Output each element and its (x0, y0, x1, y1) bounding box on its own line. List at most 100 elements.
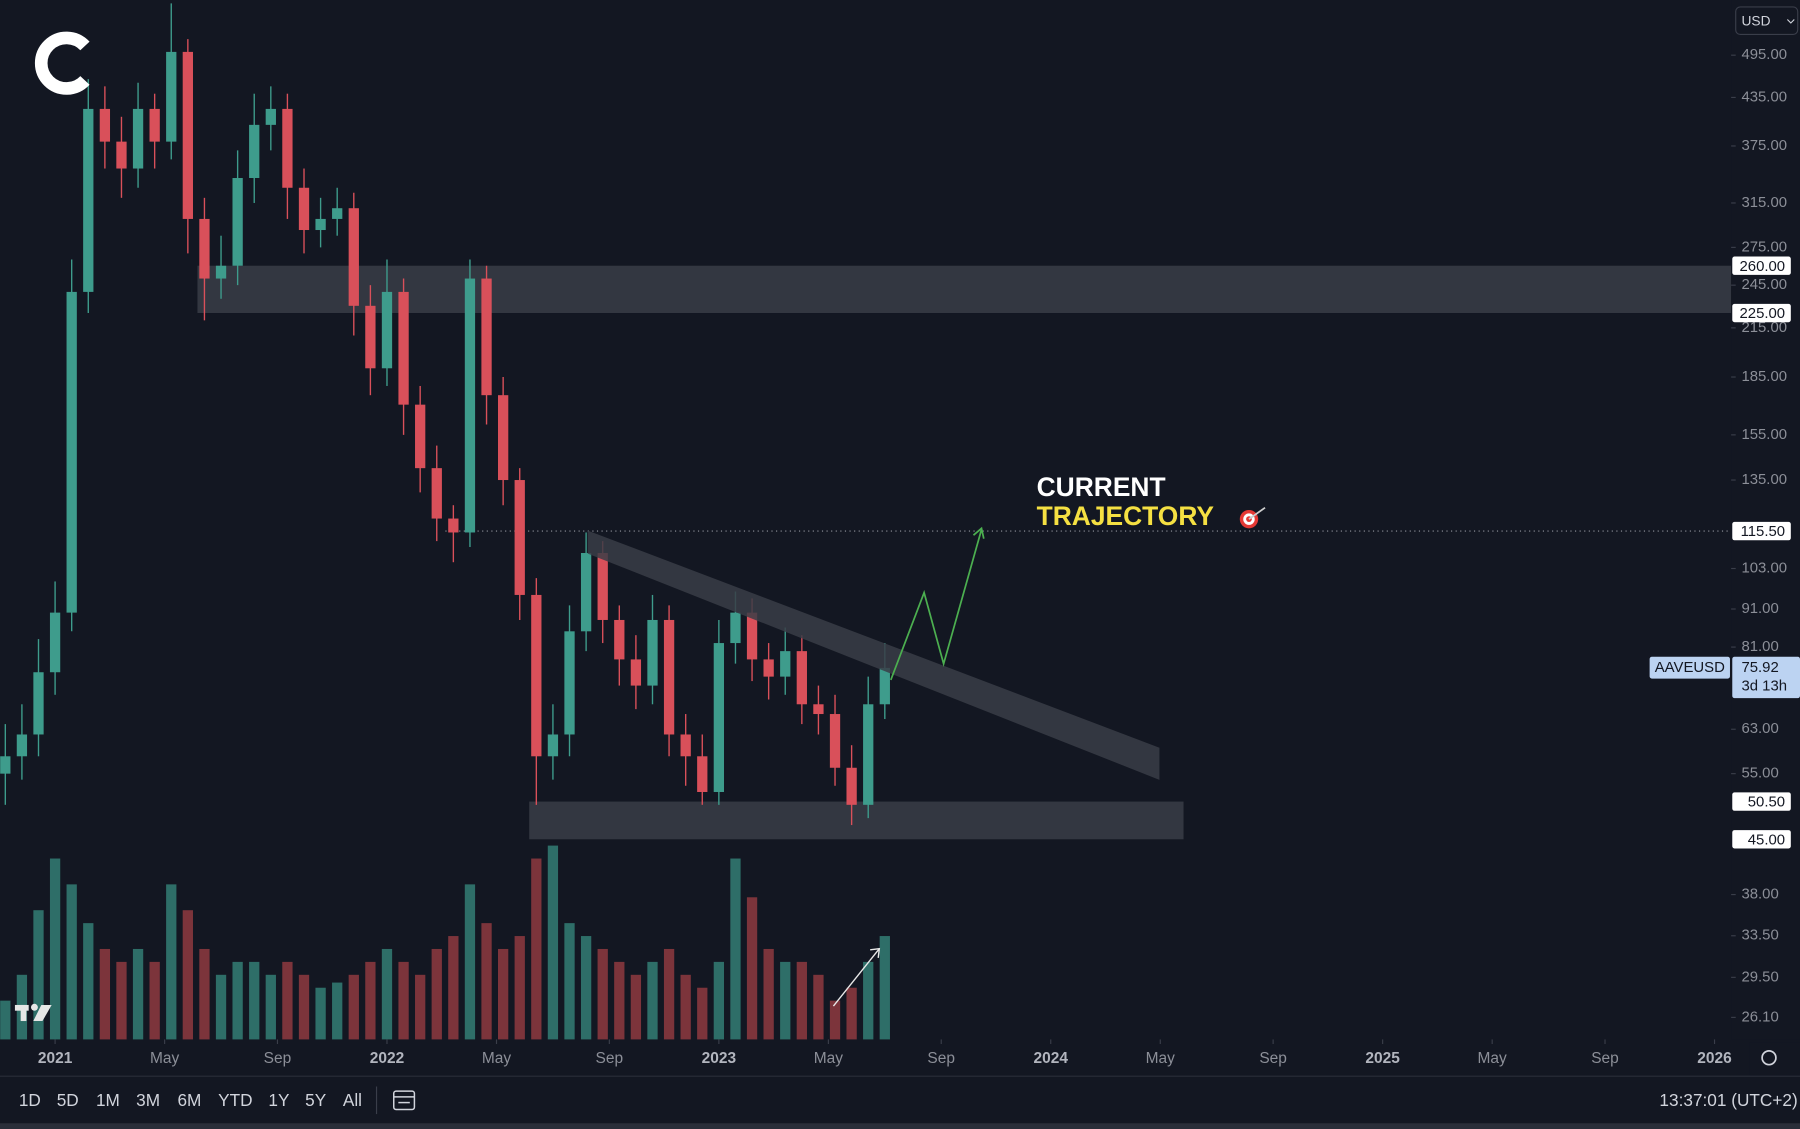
candle-body (829, 714, 841, 768)
volume-bar (99, 948, 111, 1040)
x-tick-label: Sep (927, 1050, 955, 1067)
candle-body (33, 672, 44, 735)
candle-body (99, 108, 111, 142)
volume-bar (531, 858, 542, 1040)
y-tick-label: 55.00 (1741, 765, 1778, 782)
candle-body (232, 178, 243, 266)
volume-arrow (832, 948, 880, 1007)
date-range-icon[interactable] (393, 1090, 416, 1111)
volume-bar (415, 974, 426, 1040)
x-tick-label: 2021 (38, 1050, 73, 1067)
y-tick-label: 215.00 (1741, 319, 1787, 336)
volume-bar (448, 936, 459, 1040)
volume-bar (182, 910, 193, 1040)
x-tick-label: Sep (1591, 1050, 1619, 1067)
candle-body (0, 756, 11, 774)
volume-arrowhead (870, 947, 881, 958)
candle-body (315, 218, 326, 231)
candle-body (215, 265, 227, 279)
x-tick-label: May (1478, 1050, 1508, 1067)
clock: 13:37:01 (UTC+2) (1659, 1090, 1797, 1110)
price-label-box (1732, 792, 1791, 811)
y-tick-label: 155.00 (1741, 426, 1787, 443)
range-button[interactable]: 5Y (305, 1090, 327, 1110)
volume-bar (132, 948, 144, 1040)
volume-bar (232, 961, 243, 1040)
price-label-box (1732, 830, 1791, 849)
volume-bar (663, 948, 675, 1040)
symbol-label: AAVEUSD (1655, 659, 1725, 676)
candle-body (680, 734, 691, 757)
volume-bar (116, 961, 127, 1040)
candle-body (132, 108, 144, 169)
candle-body (614, 619, 625, 660)
currency-button[interactable] (1735, 6, 1799, 36)
candle-body (481, 278, 492, 396)
candle-body (697, 756, 708, 792)
range-button[interactable]: 6M (177, 1090, 201, 1110)
volume-bar (680, 974, 691, 1040)
candle-body (863, 704, 874, 805)
price-label-box (1732, 521, 1791, 541)
candle-body (497, 395, 509, 481)
y-tick-label: 33.50 (1741, 927, 1778, 944)
volume-bar (365, 961, 376, 1040)
volume-bar (829, 1000, 841, 1040)
volume-bar (149, 961, 160, 1040)
volume-bar (66, 884, 77, 1040)
y-tick-label: 91.00 (1741, 600, 1778, 617)
volume-bar (497, 948, 509, 1040)
candle-body (730, 612, 741, 644)
volume-bar (730, 858, 741, 1040)
x-tick-label: Sep (596, 1050, 624, 1067)
y-tick-label: 135.00 (1741, 471, 1787, 488)
candle-body (49, 612, 61, 673)
candle-body (580, 553, 592, 632)
volume-bar (0, 1000, 11, 1040)
price-label: 45.00 (1748, 831, 1785, 848)
y-tick-label: 29.50 (1741, 968, 1778, 985)
candle-body (431, 468, 442, 519)
candle-body (66, 291, 77, 613)
range-button[interactable]: 5D (57, 1090, 79, 1110)
candle-body (846, 767, 857, 805)
price-label-box (1732, 303, 1791, 323)
currency-label[interactable]: USD (1741, 13, 1770, 28)
volume-bar (580, 936, 592, 1040)
range-button[interactable]: 3M (136, 1090, 160, 1110)
settings-icon[interactable] (1761, 1050, 1777, 1066)
x-tick-label: 2022 (370, 1050, 404, 1067)
candle-body (16, 734, 28, 757)
resistance-zone (197, 265, 1732, 314)
symbol-tag (1649, 656, 1730, 679)
candle-body (448, 518, 459, 533)
range-button[interactable]: YTD (218, 1090, 252, 1110)
candle-body (365, 305, 376, 369)
volume-bar (282, 961, 293, 1040)
volume-bar (630, 974, 642, 1040)
volume-bar (49, 858, 61, 1040)
range-button[interactable]: 1D (19, 1090, 41, 1110)
countdown: 3d 13h (1741, 678, 1787, 695)
x-tick-label: 2024 (1034, 1050, 1069, 1067)
candle-body (282, 108, 293, 188)
x-tick-label: Sep (1259, 1050, 1287, 1067)
projection-arrowhead (972, 526, 985, 539)
x-tick-label: May (814, 1050, 844, 1067)
volume-bar (298, 974, 310, 1040)
volume-bar (763, 948, 774, 1040)
x-tick-label: May (1146, 1050, 1176, 1067)
range-button[interactable]: 1M (96, 1090, 120, 1110)
y-tick-label: 185.00 (1741, 368, 1787, 385)
volume-bar (481, 923, 492, 1040)
candle-body (398, 291, 409, 405)
candle-body (265, 108, 276, 125)
range-button[interactable]: 1Y (268, 1090, 290, 1110)
y-tick-label: 63.00 (1741, 720, 1778, 737)
tradingview-logo (14, 1003, 52, 1022)
range-button[interactable]: All (343, 1090, 362, 1110)
y-tick-label: 245.00 (1741, 276, 1787, 293)
candle-body (249, 124, 260, 179)
price-label: 115.50 (1741, 523, 1785, 540)
